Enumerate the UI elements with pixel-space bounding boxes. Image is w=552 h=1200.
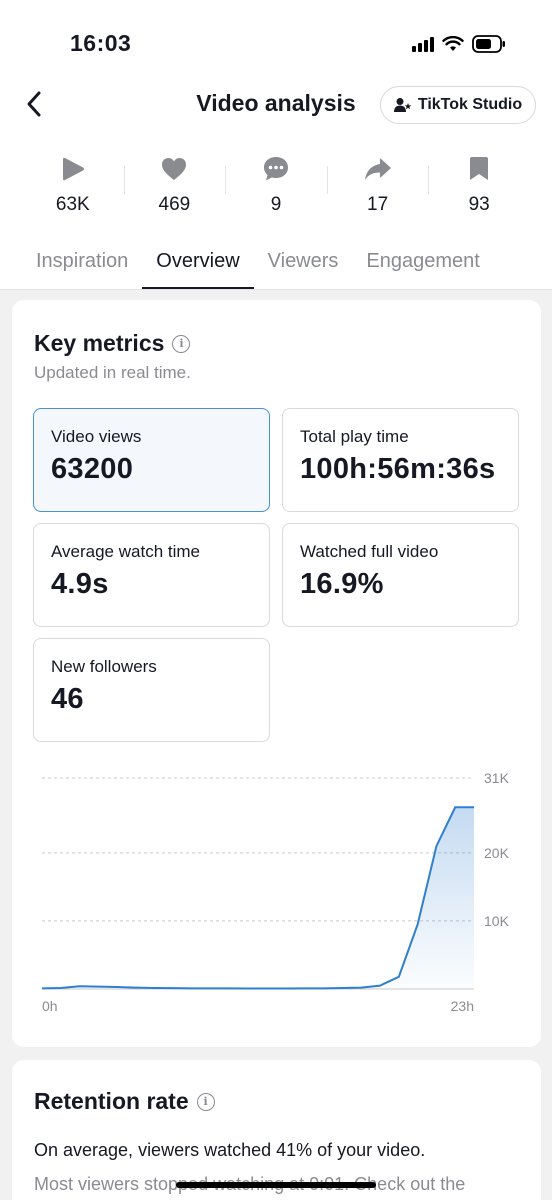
metric-label: Video views — [51, 427, 142, 446]
metric-video-views[interactable]: Video views 63200 — [33, 408, 270, 512]
stat-value: 93 — [468, 194, 490, 215]
stat-value: 469 — [158, 194, 191, 215]
y-tick-label: 20K — [484, 845, 510, 861]
stat-value: 9 — [270, 194, 282, 215]
metric-label: Total play time — [300, 427, 409, 446]
retention-title: Retention rate — [34, 1088, 189, 1114]
metric-label: Watched full video — [300, 542, 439, 561]
stat-plays: 63K — [22, 152, 124, 222]
key-metrics-subtitle: Updated in real time. — [34, 363, 191, 382]
stat-value: 17 — [367, 194, 389, 215]
key-metrics-heading: Key metrics i — [34, 330, 191, 357]
info-icon[interactable]: i — [196, 1092, 215, 1111]
page-title: Video analysis — [0, 90, 552, 117]
tab-overview[interactable]: Overview — [142, 240, 255, 290]
stat-likes: 469 — [123, 152, 226, 222]
bookmark-icon — [469, 152, 489, 186]
key-metrics-title: Key metrics — [34, 330, 165, 356]
wifi-icon — [442, 36, 464, 52]
views-chart: 10K 20K 31K 0h 23h — [41, 770, 510, 1014]
x-tick-label: 0h — [42, 998, 58, 1014]
tab-engagement[interactable]: Engagement — [366, 250, 480, 272]
retention-summary: On average, viewers watched 41% of your … — [34, 1140, 426, 1160]
status-time: 16:03 — [70, 30, 132, 56]
comment-icon — [262, 152, 290, 186]
info-icon[interactable]: i — [172, 334, 191, 353]
stat-saves: 93 — [428, 152, 530, 222]
tiktok-studio-button[interactable]: TikTok Studio — [380, 86, 536, 124]
retention-card: Retention rate i On average, viewers wat… — [12, 1060, 541, 1200]
tab-inspiration[interactable]: Inspiration — [36, 250, 129, 272]
heart-icon — [161, 152, 187, 186]
tiktok-studio-label: TikTok Studio — [417, 96, 523, 113]
tab-viewers[interactable]: Viewers — [267, 250, 339, 272]
retention-heading: Retention rate i — [34, 1088, 215, 1115]
metric-average-watch-time[interactable]: Average watch time 4.9s — [33, 523, 270, 627]
video-stats: 63K 469 9 — [22, 152, 530, 222]
metric-value: 63200 — [51, 453, 134, 485]
cellular-signal-icon — [412, 36, 434, 52]
tab-bar: Inspiration Overview Viewers Engagement — [22, 240, 532, 290]
top-panel: 16:03 — [0, 0, 552, 290]
play-icon — [60, 152, 86, 186]
metric-watched-full-video[interactable]: Watched full video 16.9% — [282, 523, 519, 627]
key-metrics-card: Key metrics i Updated in real time. Vide… — [12, 300, 541, 1047]
chevron-left-icon — [27, 91, 41, 117]
y-tick-label: 31K — [484, 770, 510, 786]
metric-value: 16.9% — [300, 568, 384, 600]
views-line — [41, 806, 474, 990]
stat-value: 63K — [55, 194, 90, 215]
status-icons — [412, 32, 506, 56]
stat-shares: 17 — [326, 152, 429, 222]
stat-comments: 9 — [225, 152, 327, 222]
metric-label: New followers — [51, 657, 157, 676]
home-indicator[interactable] — [176, 1182, 376, 1188]
metric-new-followers[interactable]: New followers 46 — [33, 638, 270, 742]
share-icon — [364, 152, 392, 186]
metric-value: 4.9s — [51, 568, 109, 600]
metric-value: 46 — [51, 683, 84, 715]
page-title-text: Video analysis — [196, 90, 356, 116]
x-tick-label: 23h — [451, 998, 474, 1014]
metric-label: Average watch time — [51, 542, 200, 561]
battery-icon — [472, 35, 506, 53]
metric-value: 100h:56m:36s — [300, 453, 496, 485]
views-area — [42, 807, 474, 989]
studio-user-icon — [393, 98, 412, 112]
tab-divider — [0, 289, 552, 290]
metric-total-play-time[interactable]: Total play time 100h:56m:36s — [282, 408, 519, 512]
y-tick-label: 10K — [484, 913, 510, 929]
back-button[interactable] — [14, 84, 54, 124]
